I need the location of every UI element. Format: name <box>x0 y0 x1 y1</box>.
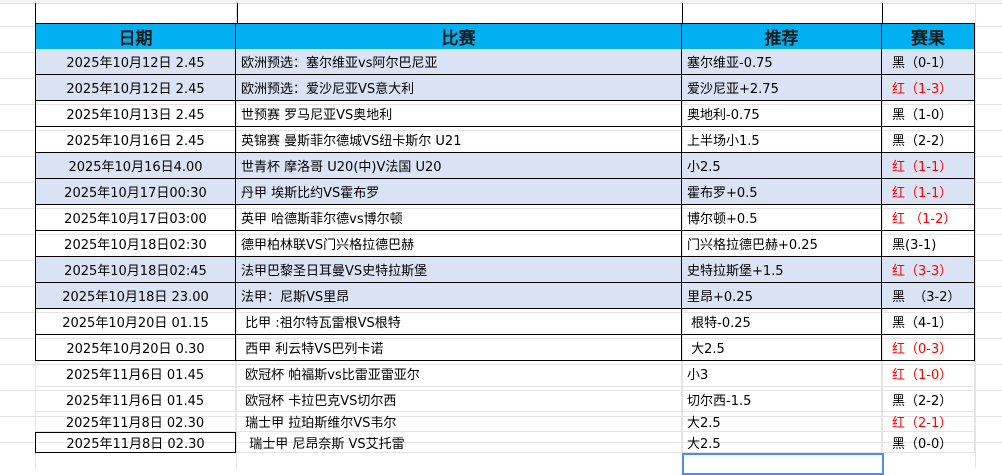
match-cell[interactable]: 世预赛 罗马尼亚VS奥地利 <box>236 101 682 127</box>
date-cell[interactable]: 2025年11月6日 01.45 <box>35 361 236 387</box>
result-cell[interactable]: 红（3-3） <box>882 257 975 283</box>
pick-cell[interactable]: 小3 <box>682 361 882 387</box>
result-cell[interactable]: 红（1-1） <box>882 153 975 179</box>
match-cell[interactable]: 丹甲 埃斯比约VS霍布罗 <box>236 179 682 205</box>
table-row: 2025年10月12日 2.45 欧洲预选：塞尔维亚vs阿尔巴尼亚 塞尔维亚-0.7… <box>35 49 975 75</box>
table-row: 2025年10月18日02:45 法甲巴黎圣日耳曼VS史特拉斯堡 史特拉斯堡+1.5… <box>35 257 975 283</box>
table-row: 2025年11月6日 01.45 欧冠杯 卡拉巴克VS切尔西 切尔西-1.5 黑（2… <box>35 387 975 412</box>
date-cell[interactable]: 2025年10月17日03:00 <box>35 205 236 231</box>
column-header-strip <box>0 0 1002 4</box>
date-cell[interactable]: 2025年10月16日 2.45 <box>35 127 236 153</box>
table-row: 2025年10月12日 2.45 欧洲预选：爱沙尼亚VS意大利 爱沙尼亚+2.75 红… <box>35 75 975 101</box>
pick-cell[interactable]: 门兴格拉德巴赫+0.25 <box>682 231 882 257</box>
table-row: 2025年10月16日 2.45 英锦赛 曼斯菲尔德城VS纽卡斯尔 U21 上半场小… <box>35 127 975 153</box>
date-cell[interactable]: 2025年10月18日02:45 <box>35 257 236 283</box>
table-row: 2025年10月18日 23.00 法甲：尼斯VS里昂 里昂+0.25 黑 （3-2） <box>35 283 975 309</box>
date-cell[interactable]: 2025年10月16日4.00 <box>35 153 236 179</box>
match-cell[interactable]: 法甲巴黎圣日耳曼VS史特拉斯堡 <box>236 257 682 283</box>
date-cell[interactable]: 2025年11月6日 01.45 <box>35 387 236 412</box>
result-cell[interactable]: 红（0-3） <box>882 335 975 361</box>
pick-cell[interactable]: 霍布罗+0.5 <box>682 179 882 205</box>
result-cell[interactable]: 黑(3-1) <box>882 231 975 257</box>
date-cell[interactable]: 2025年10月17日00:30 <box>35 179 236 205</box>
table-row: 2025年10月13日 2.45 世预赛 罗马尼亚VS奥地利 奥地利-0.75 黑（1… <box>35 101 975 127</box>
table-row: 2025年10月17日00:30 丹甲 埃斯比约VS霍布罗 霍布罗+0.5 红（1-1… <box>35 179 975 205</box>
date-cell[interactable]: 2025年10月13日 2.45 <box>35 101 236 127</box>
match-cell[interactable]: 英甲 哈德斯菲尔德vs博尔顿 <box>236 205 682 231</box>
table-row: 2025年11月8日 02.30 瑞士甲 尼昂奈斯 VS艾托雷 大2.5 黑（0-0… <box>35 432 975 453</box>
pick-cell[interactable]: 上半场小1.5 <box>682 127 882 153</box>
result-cell[interactable]: 黑（2-2） <box>882 387 975 412</box>
date-cell[interactable]: 2025年10月18日02:30 <box>35 231 236 257</box>
date-cell[interactable]: 2025年11月8日 02.30 <box>35 412 236 432</box>
result-cell[interactable]: 红（1-3） <box>882 75 975 101</box>
header-result[interactable]: 赛果 <box>882 24 975 50</box>
header-date[interactable]: 日期 <box>35 24 236 50</box>
header-row: 日期 比赛 推荐 赛果 <box>35 23 975 50</box>
date-cell[interactable]: 2025年10月12日 2.45 <box>35 75 236 101</box>
match-cell[interactable]: 欧洲预选：爱沙尼亚VS意大利 <box>236 75 682 101</box>
date-cell[interactable]: 2025年10月20日 01.15 <box>35 309 236 335</box>
pick-cell[interactable]: 小2.5 <box>682 153 882 179</box>
result-cell[interactable]: 黑（4-1） <box>882 309 975 335</box>
table-row: 2025年10月17日03:00 英甲 哈德斯菲尔德vs博尔顿 博尔顿+0.5 红 （… <box>35 205 975 231</box>
result-cell[interactable]: 红（1-0） <box>882 361 975 387</box>
pick-cell[interactable]: 大2.5 <box>682 412 882 432</box>
pick-cell[interactable]: 奥地利-0.75 <box>682 101 882 127</box>
match-cell[interactable]: 西甲 利云特VS巴列卡诺 <box>236 335 682 361</box>
pick-cell[interactable]: 大2.5 <box>682 432 882 453</box>
date-cell[interactable]: 2025年10月20日 0.30 <box>35 335 236 361</box>
table-row: 2025年11月6日 01.45 欧冠杯 帕福斯vs比雷亚雷亚尔 小3 红（1-0） <box>35 361 975 387</box>
pick-cell[interactable]: 大2.5 <box>682 335 882 361</box>
match-cell[interactable]: 德甲柏林联VS门兴格拉德巴赫 <box>236 231 682 257</box>
pick-cell[interactable]: 根特-0.25 <box>682 309 882 335</box>
result-cell[interactable]: 红（2-1） <box>882 412 975 432</box>
date-cell[interactable]: 2025年10月18日 23.00 <box>35 283 236 309</box>
result-cell[interactable]: 黑（2-2） <box>882 127 975 153</box>
match-cell[interactable]: 欧冠杯 帕福斯vs比雷亚雷亚尔 <box>236 361 682 387</box>
match-cell[interactable]: 法甲：尼斯VS里昂 <box>236 283 682 309</box>
result-cell[interactable]: 红 （1-2） <box>882 205 975 231</box>
match-cell[interactable]: 世青杯 摩洛哥 U20(中)V法国 U20 <box>236 153 682 179</box>
result-cell[interactable]: 红（1-1） <box>882 179 975 205</box>
result-cell[interactable]: 黑（0-1） <box>882 49 975 75</box>
pick-cell[interactable]: 史特拉斯堡+1.5 <box>682 257 882 283</box>
table-row: 2025年11月8日 02.30 瑞士甲 拉珀斯维尔VS韦尔 大2.5 红（2-1） <box>35 412 975 432</box>
match-cell[interactable]: 英锦赛 曼斯菲尔德城VS纽卡斯尔 U21 <box>236 127 682 153</box>
header-pick[interactable]: 推荐 <box>682 24 882 50</box>
header-match[interactable]: 比赛 <box>236 24 682 50</box>
selected-cell[interactable] <box>682 453 884 475</box>
match-cell[interactable]: 欧洲预选：塞尔维亚vs阿尔巴尼亚 <box>236 49 682 75</box>
pick-cell[interactable]: 切尔西-1.5 <box>682 387 882 412</box>
pick-cell[interactable]: 博尔顿+0.5 <box>682 205 882 231</box>
result-cell[interactable]: 黑 （3-2） <box>882 283 975 309</box>
pick-cell[interactable]: 爱沙尼亚+2.75 <box>682 75 882 101</box>
table-row: 2025年10月16日4.00 世青杯 摩洛哥 U20(中)V法国 U20 小2.5… <box>35 153 975 179</box>
pick-cell[interactable]: 塞尔维亚-0.75 <box>682 49 882 75</box>
match-cell[interactable]: 比甲 :祖尔特瓦雷根VS根特 <box>236 309 682 335</box>
table-row: 2025年10月18日02:30 德甲柏林联VS门兴格拉德巴赫 门兴格拉德巴赫+0.… <box>35 231 975 257</box>
date-cell[interactable]: 2025年11月8日 02.30 <box>35 432 236 453</box>
table-row: 2025年10月20日 01.15 比甲 :祖尔特瓦雷根VS根特 根特-0.25… <box>35 309 975 335</box>
match-cell[interactable]: 瑞士甲 尼昂奈斯 VS艾托雷 <box>236 432 682 453</box>
match-cell[interactable]: 瑞士甲 拉珀斯维尔VS韦尔 <box>236 412 682 432</box>
result-cell[interactable]: 黑（0-0） <box>882 432 975 453</box>
date-cell[interactable]: 2025年10月12日 2.45 <box>35 49 236 75</box>
table-row: 2025年10月20日 0.30 西甲 利云特VS巴列卡诺 大2.5 红（0-3） <box>35 335 975 361</box>
match-cell[interactable]: 欧冠杯 卡拉巴克VS切尔西 <box>236 387 682 412</box>
result-cell[interactable]: 黑（1-0） <box>882 101 975 127</box>
pick-cell[interactable]: 里昂+0.25 <box>682 283 882 309</box>
